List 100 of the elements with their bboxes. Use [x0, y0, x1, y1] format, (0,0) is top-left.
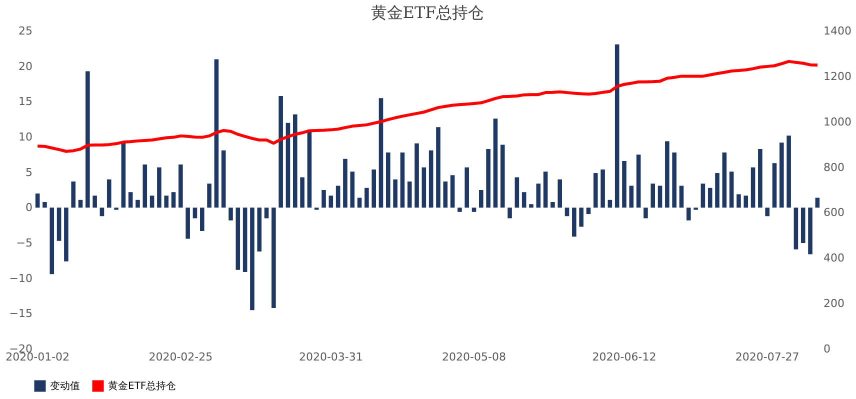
bar: [171, 192, 176, 208]
bar: [322, 190, 326, 208]
bar: [600, 170, 605, 208]
bar: [608, 200, 612, 208]
bar: [593, 173, 598, 208]
bar: [500, 144, 505, 208]
bar: [42, 202, 47, 208]
bar: [493, 118, 498, 208]
bar: [121, 142, 126, 208]
bar: [550, 202, 555, 208]
bar: [622, 161, 626, 208]
bar: [250, 208, 254, 310]
bar: [722, 152, 727, 208]
bar: [658, 186, 662, 208]
bar: [508, 208, 512, 218]
bar: [794, 208, 798, 250]
bar: [479, 190, 484, 208]
bar: [700, 184, 706, 208]
bar: [786, 136, 791, 208]
y-tick-label: 0: [26, 201, 32, 214]
chart-title: 黄金ETF总持仓: [370, 3, 484, 22]
x-tick-label: 2020-06-12: [592, 350, 656, 364]
bar: [744, 196, 748, 208]
bar: [378, 98, 384, 208]
bar: [186, 208, 190, 239]
bar: [672, 152, 676, 208]
bar: [679, 186, 684, 208]
legend-label: 变动值: [50, 380, 80, 392]
legend-label: 黄金ETF总持仓: [108, 380, 176, 392]
bar: [292, 114, 298, 208]
bar: [142, 164, 148, 208]
bar: [629, 186, 634, 208]
bar: [78, 200, 83, 208]
bar: [644, 208, 648, 218]
bar: [428, 150, 434, 208]
bar: [780, 142, 784, 208]
bar: [400, 152, 405, 208]
bar: [221, 150, 226, 208]
bar: [472, 208, 476, 212]
bar: [800, 208, 806, 243]
bar: [422, 167, 426, 208]
y2-tick-label: 200: [824, 297, 844, 310]
y2-tick-label: 400: [824, 252, 844, 265]
x-tick-label: 2020-05-08: [442, 350, 506, 364]
bar: [808, 208, 812, 254]
bar: [765, 208, 770, 216]
bar: [136, 200, 140, 208]
bar: [50, 208, 54, 274]
bar: [464, 167, 469, 208]
bar: [564, 208, 570, 216]
x-tick-label: 2020-07-27: [735, 350, 800, 364]
y2-tick-label: 1200: [824, 70, 852, 83]
bar: [708, 188, 712, 208]
bar: [536, 184, 541, 208]
bar: [750, 167, 756, 208]
bar: [350, 172, 355, 208]
bar: [106, 179, 112, 208]
bar: [328, 196, 334, 208]
bar: [486, 149, 490, 208]
bar: [736, 194, 741, 208]
bar: [86, 71, 90, 208]
bar: [364, 188, 369, 208]
bar: [372, 170, 376, 208]
bar: [100, 208, 104, 216]
bar: [715, 173, 720, 208]
bar: [35, 194, 40, 208]
bar: [729, 172, 734, 208]
bar: [636, 154, 641, 208]
bar: [150, 196, 154, 208]
bar: [407, 182, 412, 208]
bar: [336, 186, 340, 208]
bar: [264, 208, 269, 218]
bar: [665, 141, 670, 208]
bar: [236, 208, 240, 270]
bar: [614, 44, 620, 208]
x-tick-label: 2020-03-31: [298, 350, 363, 364]
bar: [772, 163, 777, 208]
bar: [228, 208, 233, 220]
y2-tick-label: 600: [824, 206, 844, 220]
bar: [214, 59, 219, 208]
y-tick-label: 5: [26, 166, 32, 179]
bar: [343, 158, 348, 208]
y-tick-label: 25: [18, 24, 32, 38]
bar: [157, 167, 162, 208]
bar: [307, 131, 312, 208]
bar: [758, 149, 762, 208]
y-tick-label: 20: [18, 60, 32, 73]
bar: [257, 208, 262, 252]
bar: [686, 208, 691, 220]
bar: [514, 177, 520, 208]
bar: [128, 192, 133, 208]
bar: [522, 192, 526, 208]
bar: [272, 208, 276, 308]
bar: [572, 208, 576, 237]
bar: [200, 208, 204, 231]
bar: [207, 184, 212, 208]
bar: [458, 208, 462, 212]
bar: [436, 127, 440, 208]
bar: [650, 184, 656, 208]
bar: [278, 96, 283, 208]
